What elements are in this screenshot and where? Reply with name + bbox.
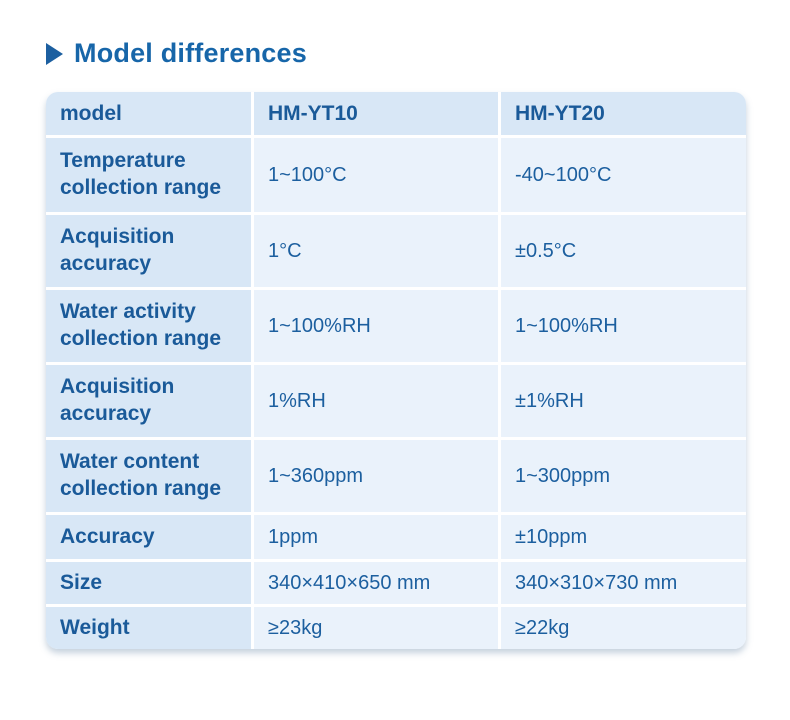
yt20-value: 1~300ppm (501, 440, 746, 512)
yt20-value: ±0.5°C (501, 215, 746, 287)
row-label: Weight (46, 607, 251, 649)
row-label: Size (46, 562, 251, 604)
triangle-bullet-icon (46, 42, 63, 65)
column-header-yt20: HM-YT20 (501, 92, 746, 135)
yt10-value: 1~100°C (254, 138, 498, 212)
row-label: Acquisition accuracy (46, 365, 251, 437)
section-title-row: Model differences (46, 38, 790, 69)
column-header-model: model (46, 92, 251, 135)
yt10-value: 1%RH (254, 365, 498, 437)
yt10-value: 1~100%RH (254, 290, 498, 362)
page-title: Model differences (74, 38, 307, 68)
row-label: Water activity collection range (46, 290, 251, 362)
row-label: Accuracy (46, 515, 251, 559)
column-header-yt10: HM-YT10 (254, 92, 498, 135)
yt10-value: 1ppm (254, 515, 498, 559)
yt20-value: ≥22kg (501, 607, 746, 649)
yt20-value: -40~100°C (501, 138, 746, 212)
yt20-value: ±10ppm (501, 515, 746, 559)
yt10-value: 1°C (254, 215, 498, 287)
yt10-value: 340×410×650 mm (254, 562, 498, 604)
row-label: Acquisition accuracy (46, 215, 251, 287)
yt10-value: ≥23kg (254, 607, 498, 649)
row-label: Temperature collection range (46, 138, 251, 212)
yt20-value: 340×310×730 mm (501, 562, 746, 604)
model-differences-table: model HM-YT10 HM-YT20 Temperature collec… (46, 92, 746, 649)
yt10-value: 1~360ppm (254, 440, 498, 512)
row-label: Water content collection range (46, 440, 251, 512)
yt20-value: ±1%RH (501, 365, 746, 437)
yt20-value: 1~100%RH (501, 290, 746, 362)
